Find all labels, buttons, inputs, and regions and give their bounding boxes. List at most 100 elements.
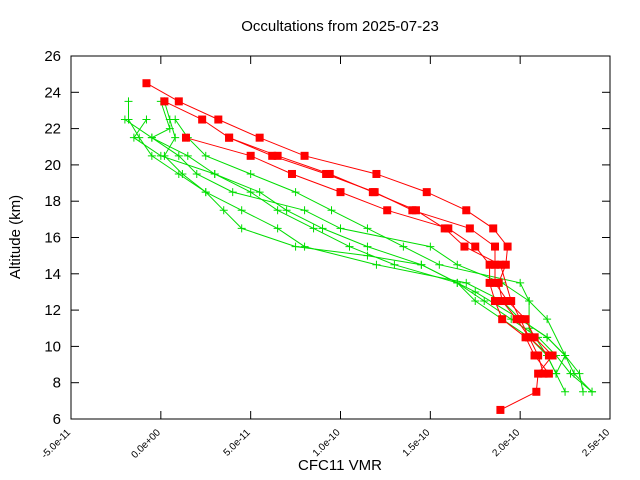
data-point [147,151,156,160]
data-point [142,79,151,88]
data-point [345,242,354,251]
data-point [300,206,309,215]
data-point [530,351,539,360]
data-point [552,369,561,378]
data-point [192,169,201,178]
data-point [327,206,336,215]
data-point [336,188,345,197]
data-point [183,151,192,160]
y-tick-label: 14 [44,266,61,283]
data-point [268,151,277,160]
data-point [255,188,264,197]
x-axis-label: CFC11 VMR [298,457,382,474]
data-point [291,188,300,197]
data-point [147,133,156,142]
data-point [501,260,510,269]
data-point [579,387,588,396]
series-6 [160,97,597,396]
data-point [588,387,597,396]
data-point [417,260,426,269]
data-point [521,315,530,324]
data-point [372,169,381,178]
data-point [543,333,552,342]
y-tick-label: 24 [44,84,61,101]
data-point [273,206,282,215]
data-point [489,224,498,233]
x-tick-label: 5.0e-11 [222,427,254,459]
data-point [460,242,469,251]
data-point [160,97,169,106]
data-point [462,206,471,215]
data-point [534,369,543,378]
series-line [128,101,584,392]
data-point [300,242,309,251]
axis-ticks [70,55,611,420]
data-point [503,242,512,251]
data-point [228,188,237,197]
data-point [491,297,500,306]
data-point [210,169,219,178]
data-point [561,351,570,360]
data-point [129,133,138,142]
data-point [246,169,255,178]
data-point [544,369,553,378]
data-point [309,224,318,233]
x-tick-label: 2.0e-10 [491,427,523,459]
data-point [435,260,444,269]
series-9 [147,97,570,378]
data-point [171,115,180,124]
data-point [532,387,541,396]
data-point [453,260,462,269]
data-point [399,242,408,251]
data-point [462,278,471,287]
data-point [198,115,207,124]
data-point [525,297,534,306]
data-point [516,315,525,324]
data-point [225,133,234,142]
y-tick-label: 8 [53,375,61,392]
data-point [539,369,548,378]
data-point [561,387,570,396]
y-tick-label: 26 [44,48,61,65]
y-tick-label: 20 [44,157,61,174]
x-tick-labels: -5.0e-11 0.0e+00 5.0e-11 1.0e-10 1.5e-10 2.0e… [40,427,613,461]
series-line [163,101,593,393]
series-line [146,82,544,374]
y-axis-label: Altitude (km) [7,195,24,279]
data-point [480,297,489,306]
data-point [363,242,372,251]
data-point [496,405,505,414]
data-point [498,315,507,324]
data-point [485,278,494,287]
data-point [336,224,345,233]
data-point [325,169,334,178]
x-tick-label: 0.0e+00 [129,427,163,461]
chart-title: Occultations from 2025-07-23 [241,18,439,35]
data-point [570,369,579,378]
data-point [496,260,505,269]
x-tick-label: 2.5e-10 [580,427,612,459]
data-point [363,224,372,233]
data-point [174,97,183,106]
data-point [255,133,264,142]
data-point [165,124,174,133]
data-point [465,224,474,233]
data-point [426,242,435,251]
data-point [363,251,372,260]
series-line [150,101,566,374]
data-point [390,260,399,269]
data-point [318,224,327,233]
data-point [291,242,300,251]
data-point [273,151,282,160]
data-point [178,169,187,178]
x-tick-label: -5.0e-11 [40,427,74,461]
data-point [491,260,500,269]
data-point [300,151,309,160]
data-point [156,151,165,160]
data-point [246,151,255,160]
data-point [491,242,500,251]
data-point [471,242,480,251]
data-point [498,297,507,306]
y-tick-label: 18 [44,193,61,210]
